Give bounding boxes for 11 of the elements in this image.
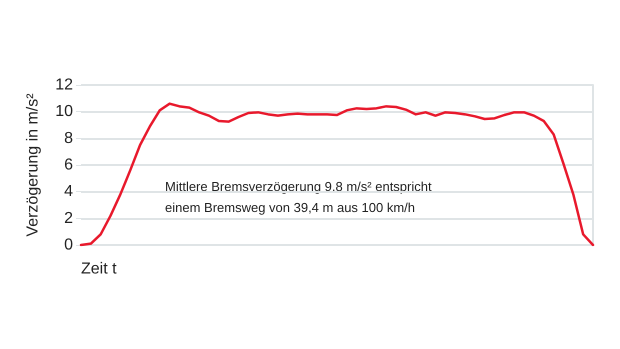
y-tick-label: 6 (64, 156, 74, 174)
line-series (80, 102, 594, 246)
y-tick-label: 4 (64, 183, 74, 200)
y-tick-label: 12 (55, 76, 74, 94)
y-axis-title: Verzögerung in m/s² (24, 92, 42, 237)
annotation: Mittlere Bremsverzögerung 9,8 m/s² entspricht einem Bremsweg von 39,4 m aus 100 km/h (165, 179, 432, 215)
y-tick-label: 8 (64, 130, 74, 147)
y-tick-label: 2 (64, 210, 74, 227)
y-tick-label: 0 (64, 236, 74, 254)
x-axis-title: Zeit t (81, 260, 118, 278)
y-tick-label: 10 (55, 103, 74, 120)
